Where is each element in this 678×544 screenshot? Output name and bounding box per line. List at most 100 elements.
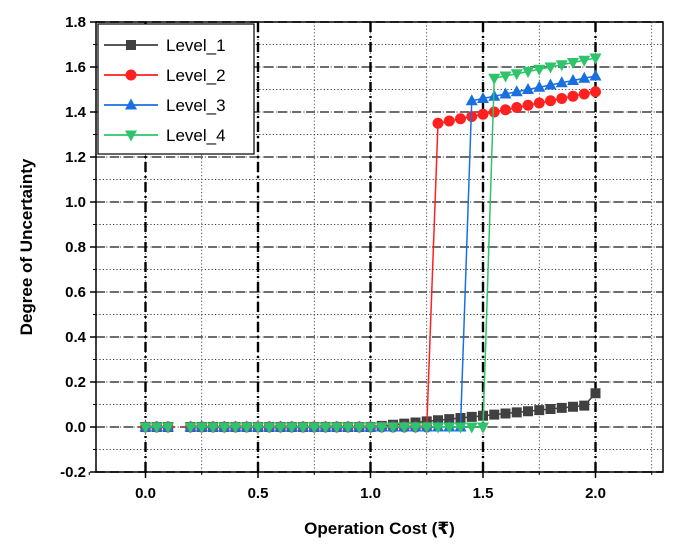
data-point — [139, 422, 152, 434]
data-point — [455, 113, 466, 125]
data-point — [353, 422, 366, 434]
data-point — [578, 88, 590, 100]
data-point — [466, 411, 477, 422]
x-axis-title: Operation Cost (₹) — [304, 519, 455, 538]
y-tick-label: 1.2 — [65, 149, 86, 166]
data-point — [364, 422, 377, 434]
data-point — [465, 422, 478, 434]
legend-marker — [125, 130, 137, 142]
data-point — [489, 409, 500, 420]
y-tick-label: 0.0 — [65, 419, 86, 436]
data-point — [207, 422, 219, 434]
data-point — [555, 60, 568, 72]
data-point — [556, 402, 567, 413]
data-point — [522, 99, 534, 111]
data-point — [150, 422, 163, 434]
data-point — [500, 104, 511, 116]
data-point — [162, 422, 174, 434]
data-point — [589, 53, 602, 65]
legend-item: Level_2 — [104, 66, 226, 85]
data-point — [578, 55, 591, 67]
legend-marker — [125, 69, 137, 81]
data-point — [398, 422, 411, 434]
y-tick-label: 1.8 — [65, 14, 86, 31]
data-point — [184, 422, 197, 434]
data-point — [545, 404, 556, 414]
data-point — [533, 80, 546, 92]
y-tick-label: 0.6 — [65, 284, 86, 301]
legend-item: Level_3 — [104, 96, 226, 115]
data-point — [523, 406, 533, 417]
data-point — [342, 422, 354, 434]
data-point — [579, 400, 590, 411]
data-point — [589, 69, 602, 81]
data-point — [465, 94, 478, 106]
data-point — [533, 64, 546, 76]
data-point — [544, 78, 557, 90]
data-point — [568, 401, 578, 412]
data-point — [567, 74, 579, 85]
legend-label: Level_4 — [166, 126, 226, 145]
legend-item: Level_4 — [104, 126, 226, 145]
data-point — [488, 106, 500, 118]
y-tick-label: 1.0 — [65, 194, 86, 211]
data-point — [387, 422, 399, 434]
x-tick-label: 1.5 — [473, 485, 494, 502]
data-point — [443, 422, 456, 434]
legend-marker — [125, 98, 137, 110]
data-point — [567, 58, 579, 69]
data-point — [533, 97, 545, 109]
data-point — [409, 422, 422, 434]
data-point — [511, 102, 523, 113]
y-tick-label: 0.4 — [65, 329, 87, 346]
data-point — [433, 415, 443, 426]
data-point — [510, 85, 523, 97]
data-point — [375, 422, 388, 434]
data-point — [499, 71, 512, 83]
x-tick-label: 0.0 — [135, 485, 156, 502]
data-point — [556, 93, 568, 104]
data-point — [308, 422, 321, 434]
data-point — [500, 408, 511, 419]
data-point — [274, 422, 287, 434]
x-tick-label: 2.0 — [585, 485, 606, 502]
data-point — [555, 76, 568, 88]
data-point — [477, 92, 489, 103]
data-point — [590, 388, 601, 399]
legend-marker — [126, 40, 136, 50]
y-tick-label: -0.2 — [60, 464, 86, 481]
y-tick-label: 0.2 — [65, 374, 86, 391]
data-point — [195, 422, 208, 434]
data-point — [420, 422, 433, 434]
x-tick-label: 0.5 — [248, 485, 269, 502]
data-point — [240, 422, 253, 434]
y-tick-label: 1.4 — [65, 104, 87, 121]
legend-label: Level_3 — [166, 96, 226, 115]
y-axis-title: Degree of Uncertainty — [17, 158, 36, 335]
data-point — [534, 405, 545, 416]
ticks: -0.2 0.0 0.2 0.4 0.6 0.8 1.0 1.2 1.4 1.6 1.8 0.0 0.5… — [60, 14, 653, 502]
data-point — [499, 87, 512, 99]
data-point — [285, 422, 298, 434]
data-point — [578, 71, 591, 83]
legend-label: Level_1 — [166, 36, 226, 55]
y-tick-label: 0.8 — [65, 239, 86, 256]
series-level-4 — [139, 53, 602, 434]
data-point — [263, 422, 276, 434]
y-tick-label: 1.6 — [65, 59, 86, 76]
data-point — [252, 422, 264, 434]
series-group — [139, 53, 602, 434]
data-point — [444, 414, 455, 425]
data-point — [218, 422, 231, 434]
data-point — [477, 108, 489, 120]
data-point — [567, 90, 579, 102]
data-point — [432, 117, 444, 129]
data-point — [432, 422, 444, 434]
data-point — [330, 422, 343, 434]
legend: Level_1 Level_2 Level_3 Level_4 — [97, 23, 255, 155]
x-tick-label: 1.0 — [360, 485, 381, 502]
data-point — [522, 67, 534, 78]
data-point — [545, 95, 556, 107]
data-point — [544, 62, 557, 74]
